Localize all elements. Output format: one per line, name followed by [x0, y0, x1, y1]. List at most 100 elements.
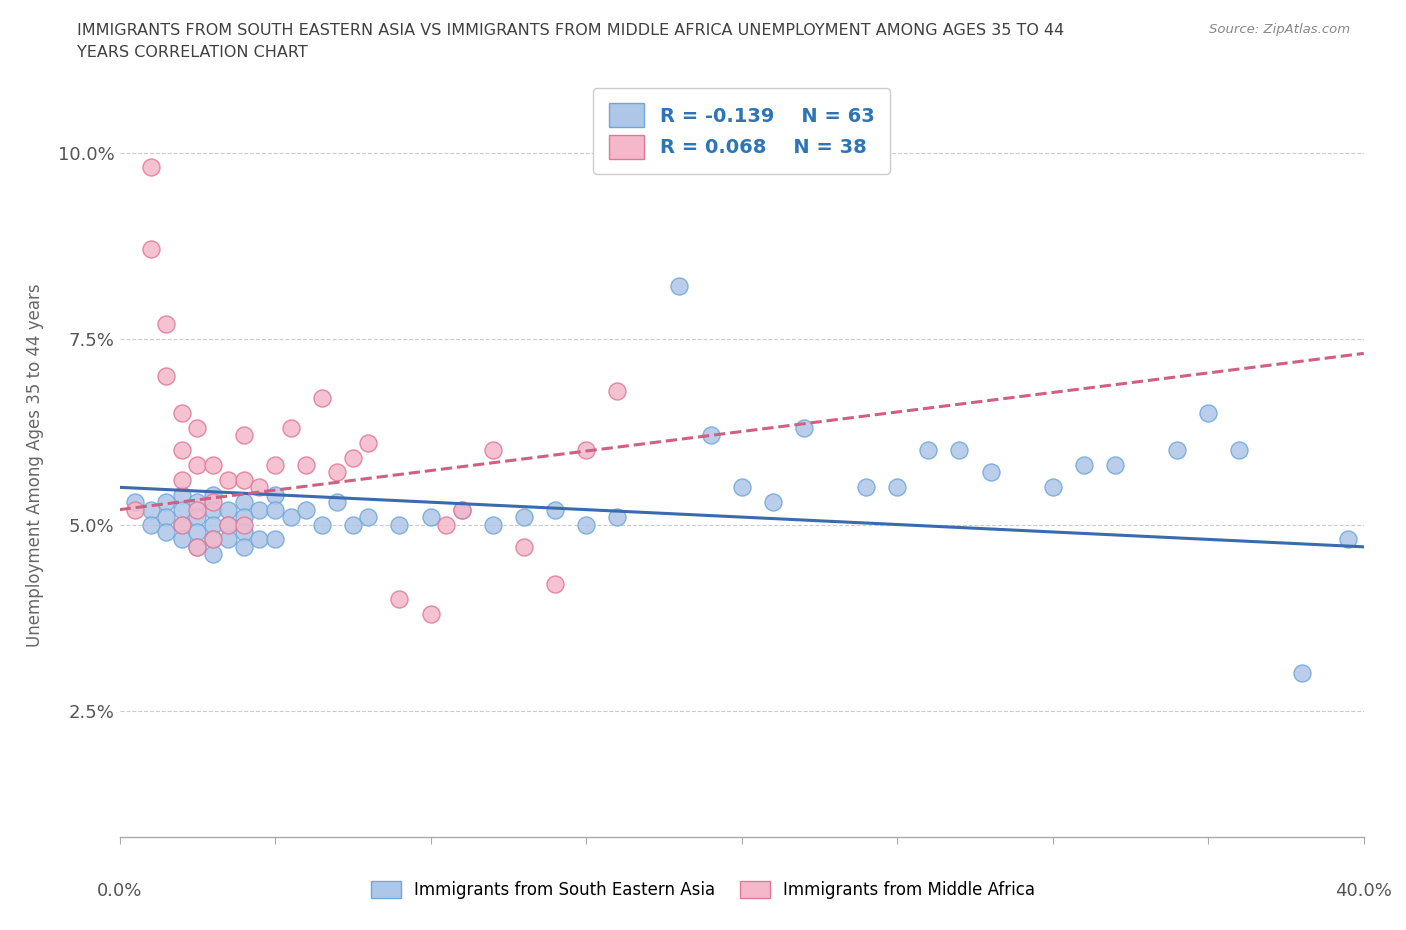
Point — [668, 279, 690, 294]
Point — [170, 472, 193, 487]
Point — [170, 532, 193, 547]
Point — [201, 532, 224, 547]
Point — [170, 405, 193, 420]
Point — [280, 510, 302, 525]
Point — [731, 480, 754, 495]
Point — [201, 487, 224, 502]
Point — [186, 525, 208, 539]
Point — [155, 316, 177, 331]
Point — [232, 517, 256, 532]
Text: 40.0%: 40.0% — [1336, 882, 1392, 899]
Point — [1104, 458, 1126, 472]
Point — [139, 160, 162, 175]
Point — [326, 495, 349, 510]
Point — [217, 472, 239, 487]
Point — [232, 539, 256, 554]
Point — [249, 480, 271, 495]
Point — [311, 391, 333, 405]
Point — [201, 458, 224, 472]
Point — [575, 443, 598, 458]
Point — [217, 517, 239, 532]
Point — [139, 517, 162, 532]
Point — [232, 472, 256, 487]
Point — [217, 517, 239, 532]
Point — [606, 510, 628, 525]
Point — [186, 502, 208, 517]
Legend: R = -0.139    N = 63, R = 0.068    N = 38: R = -0.139 N = 63, R = 0.068 N = 38 — [593, 87, 890, 174]
Point — [1291, 666, 1313, 681]
Point — [186, 510, 208, 525]
Point — [1073, 458, 1095, 472]
Point — [264, 502, 287, 517]
Point — [979, 465, 1001, 480]
Point — [232, 510, 256, 525]
Point — [793, 420, 815, 435]
Point — [232, 525, 256, 539]
Point — [1042, 480, 1064, 495]
Point — [201, 502, 224, 517]
Point — [186, 458, 208, 472]
Point — [155, 525, 177, 539]
Point — [155, 495, 177, 510]
Point — [232, 428, 256, 443]
Point — [434, 517, 457, 532]
Point — [419, 606, 441, 621]
Point — [201, 547, 224, 562]
Point — [513, 510, 536, 525]
Point — [201, 495, 224, 510]
Point — [186, 539, 208, 554]
Point — [295, 458, 318, 472]
Point — [388, 517, 411, 532]
Point — [450, 502, 472, 517]
Point — [575, 517, 598, 532]
Point — [357, 435, 380, 450]
Point — [264, 487, 287, 502]
Point — [1337, 532, 1360, 547]
Point — [419, 510, 441, 525]
Point — [342, 450, 364, 465]
Text: Source: ZipAtlas.com: Source: ZipAtlas.com — [1209, 23, 1350, 36]
Point — [388, 591, 411, 606]
Point — [170, 517, 193, 532]
Point — [481, 443, 503, 458]
Point — [186, 420, 208, 435]
Point — [917, 443, 939, 458]
Point — [1229, 443, 1251, 458]
Point — [311, 517, 333, 532]
Text: IMMIGRANTS FROM SOUTH EASTERN ASIA VS IMMIGRANTS FROM MIDDLE AFRICA UNEMPLOYMENT: IMMIGRANTS FROM SOUTH EASTERN ASIA VS IM… — [77, 23, 1064, 38]
Point — [855, 480, 877, 495]
Point — [481, 517, 503, 532]
Point — [186, 495, 208, 510]
Point — [170, 487, 193, 502]
Point — [280, 420, 302, 435]
Text: YEARS CORRELATION CHART: YEARS CORRELATION CHART — [77, 45, 308, 60]
Point — [139, 502, 162, 517]
Point — [450, 502, 472, 517]
Point — [342, 517, 364, 532]
Point — [201, 532, 224, 547]
Y-axis label: Unemployment Among Ages 35 to 44 years: Unemployment Among Ages 35 to 44 years — [25, 284, 44, 646]
Point — [886, 480, 908, 495]
Point — [249, 502, 271, 517]
Point — [217, 502, 239, 517]
Point — [264, 532, 287, 547]
Point — [544, 577, 567, 591]
Point — [1197, 405, 1219, 420]
Point — [264, 458, 287, 472]
Point — [170, 517, 193, 532]
Point — [606, 383, 628, 398]
Point — [513, 539, 536, 554]
Text: 0.0%: 0.0% — [97, 882, 142, 899]
Point — [201, 517, 224, 532]
Point — [124, 502, 146, 517]
Point — [326, 465, 349, 480]
Point — [139, 242, 162, 257]
Point — [295, 502, 318, 517]
Point — [544, 502, 567, 517]
Point — [357, 510, 380, 525]
Point — [249, 532, 271, 547]
Point — [186, 539, 208, 554]
Point — [124, 495, 146, 510]
Point — [232, 495, 256, 510]
Point — [170, 502, 193, 517]
